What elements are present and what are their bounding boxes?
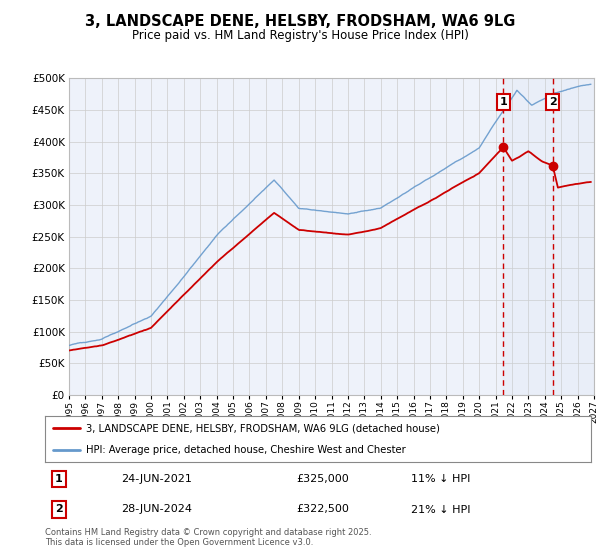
Text: £322,500: £322,500 (296, 505, 349, 515)
Text: 11% ↓ HPI: 11% ↓ HPI (411, 474, 470, 484)
Text: 24-JUN-2021: 24-JUN-2021 (121, 474, 193, 484)
Text: £325,000: £325,000 (296, 474, 349, 484)
Text: 28-JUN-2024: 28-JUN-2024 (121, 505, 193, 515)
Text: 21% ↓ HPI: 21% ↓ HPI (411, 505, 470, 515)
Bar (503, 78, 553, 395)
Text: 3, LANDSCAPE DENE, HELSBY, FRODSHAM, WA6 9LG (detached house): 3, LANDSCAPE DENE, HELSBY, FRODSHAM, WA6… (86, 423, 440, 433)
Text: 2: 2 (55, 505, 62, 515)
Text: Contains HM Land Registry data © Crown copyright and database right 2025.
This d: Contains HM Land Registry data © Crown c… (45, 528, 371, 547)
Text: 1: 1 (500, 97, 508, 107)
Text: HPI: Average price, detached house, Cheshire West and Chester: HPI: Average price, detached house, Ches… (86, 445, 406, 455)
Text: 3, LANDSCAPE DENE, HELSBY, FRODSHAM, WA6 9LG: 3, LANDSCAPE DENE, HELSBY, FRODSHAM, WA6… (85, 14, 515, 29)
Bar (553, 78, 594, 395)
Text: 2: 2 (549, 97, 557, 107)
Text: 1: 1 (55, 474, 62, 484)
Bar (553, 78, 594, 395)
Text: Price paid vs. HM Land Registry's House Price Index (HPI): Price paid vs. HM Land Registry's House … (131, 29, 469, 42)
